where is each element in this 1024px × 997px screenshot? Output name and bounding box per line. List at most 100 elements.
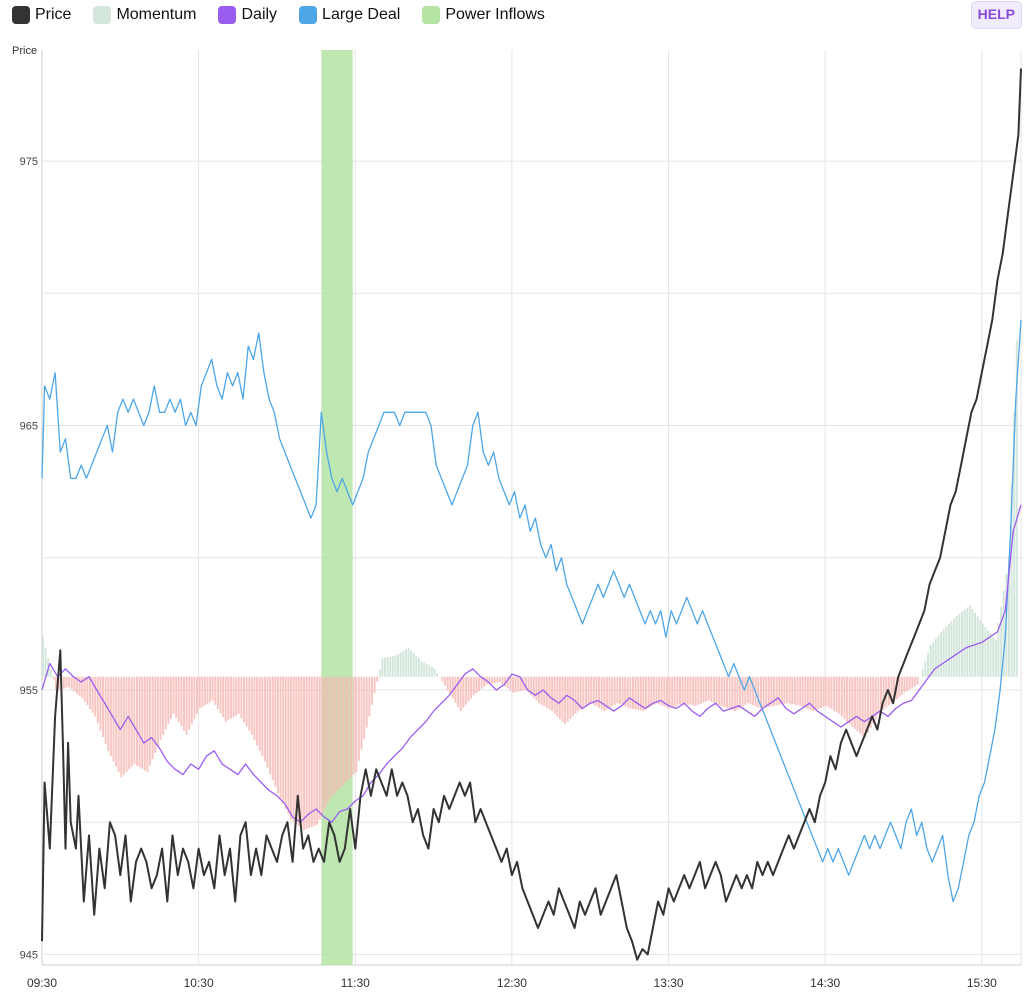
momentum-bar [464, 676, 467, 705]
legend-label-power-inflows: Power Inflows [445, 6, 545, 23]
momentum-bar [804, 676, 807, 708]
momentum-bar [49, 668, 52, 677]
help-button[interactable]: HELP [970, 1, 1022, 29]
momentum-bar [979, 620, 982, 677]
momentum-bar [658, 676, 661, 705]
momentum-bar [538, 676, 541, 704]
momentum-bar [793, 676, 796, 705]
momentum-bar [762, 676, 765, 708]
momentum-bar [501, 676, 504, 685]
momentum-bar [605, 676, 608, 710]
momentum-bar [718, 676, 721, 705]
momentum-bar [692, 676, 695, 706]
momentum-bar [412, 652, 415, 677]
momentum-bar [976, 616, 979, 677]
momentum-bar [141, 676, 144, 769]
momentum-bar [258, 676, 261, 751]
momentum-bar [196, 676, 199, 714]
momentum-bar [548, 676, 551, 710]
momentum-bar [825, 676, 828, 706]
momentum-bar [149, 676, 152, 766]
momentum-bar [958, 613, 961, 677]
momentum-bar [318, 676, 321, 820]
momentum-bar [814, 676, 817, 711]
momentum-bar [517, 676, 520, 692]
momentum-bar [477, 676, 480, 692]
momentum-bar [488, 676, 491, 685]
legend-item-power-inflows[interactable]: Power Inflows [422, 6, 545, 24]
momentum-bar [906, 676, 909, 692]
momentum-bar [397, 654, 400, 677]
power-inflows-band [321, 50, 353, 965]
momentum-bar [856, 676, 859, 732]
legend-item-price[interactable]: Price [12, 6, 71, 24]
momentum-bar [911, 676, 914, 688]
momentum-bar [819, 676, 822, 708]
momentum-bar [733, 676, 736, 712]
momentum-bar [725, 676, 728, 708]
momentum-bar [253, 676, 256, 741]
momentum-bar [383, 657, 386, 677]
momentum-bar [647, 676, 650, 708]
legend-item-daily[interactable]: Daily [218, 6, 277, 24]
momentum-bar [475, 676, 478, 694]
momentum-bar [68, 676, 71, 688]
momentum-bar [94, 676, 97, 717]
momentum-bar [433, 668, 436, 677]
momentum-bar [65, 676, 68, 688]
momentum-bar [582, 676, 585, 708]
legend-item-momentum[interactable]: Momentum [93, 6, 196, 24]
momentum-bar [527, 676, 530, 693]
momentum-bar [81, 676, 84, 698]
momentum-bar [624, 676, 627, 707]
momentum-bar [812, 676, 815, 712]
legend-item-large-deal[interactable]: Large Deal [299, 6, 400, 24]
momentum-bar [459, 676, 462, 712]
momentum-bar [676, 676, 679, 706]
momentum-bar [483, 676, 486, 687]
momentum-bar [402, 650, 405, 677]
momentum-bar [381, 658, 384, 677]
daily-swatch-icon [218, 6, 237, 24]
momentum-bar [125, 676, 128, 772]
momentum-bar [470, 676, 473, 699]
momentum-bar [987, 630, 990, 677]
momentum-bar [420, 660, 423, 677]
momentum-bar [942, 629, 945, 677]
momentum-bar [783, 676, 786, 704]
momentum-bar [344, 676, 347, 783]
momentum-bar [684, 676, 687, 704]
momentum-bar [209, 676, 212, 703]
momentum-bar [744, 676, 747, 705]
momentum-bar [128, 676, 131, 770]
momentum-bar [151, 676, 154, 760]
momentum-bar [436, 673, 439, 677]
momentum-bar [138, 676, 141, 768]
momentum-bar [585, 676, 588, 707]
momentum-bar [929, 645, 932, 677]
momentum-bar [671, 676, 674, 708]
x-tick-label: 09:30 [27, 976, 57, 990]
momentum-bar [295, 676, 298, 824]
momentum-bar [248, 676, 251, 731]
momentum-bar [940, 632, 943, 677]
momentum-bar [741, 676, 744, 707]
momentum-bar [699, 676, 702, 704]
momentum-bar [749, 676, 752, 705]
momentum-bar [337, 676, 340, 791]
momentum-bar [245, 676, 248, 727]
momentum-bar [989, 633, 992, 677]
momentum-bar [417, 658, 420, 677]
momentum-bar [300, 676, 303, 829]
momentum-bar [70, 676, 73, 690]
momentum-bar [430, 667, 433, 677]
momentum-bar [723, 676, 726, 707]
momentum-bar [864, 676, 867, 738]
x-tick-label: 14:30 [810, 976, 840, 990]
momentum-bar [117, 676, 120, 772]
momentum-bar [530, 676, 533, 696]
momentum-bar [498, 676, 501, 683]
momentum-bar [553, 676, 556, 714]
momentum-bar [232, 676, 235, 717]
momentum-bar [83, 676, 86, 702]
